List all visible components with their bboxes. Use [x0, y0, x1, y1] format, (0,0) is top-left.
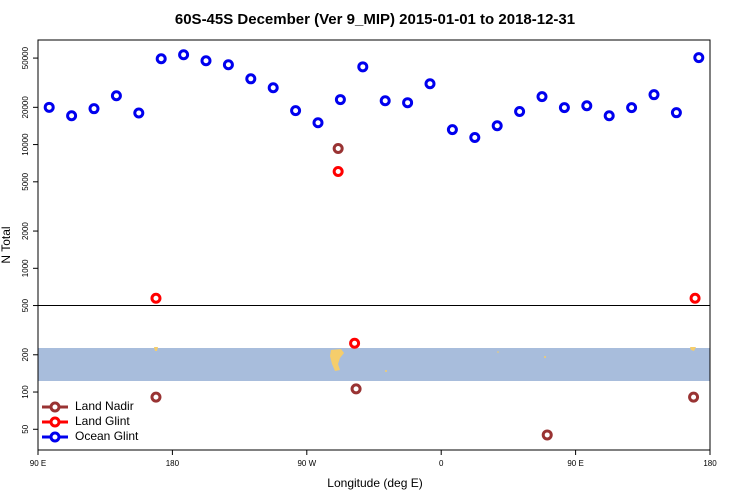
point	[469, 132, 481, 144]
point	[334, 94, 346, 106]
point	[290, 105, 302, 117]
x-tick-label: 90 E	[567, 459, 583, 468]
x-tick-label: 90 E	[30, 459, 46, 468]
point	[200, 55, 212, 67]
legend-label: Land Nadir	[75, 399, 134, 413]
y-tick-label: 50	[21, 424, 30, 433]
point	[688, 391, 700, 403]
x-axis-label: Longitude (deg E)	[327, 476, 422, 490]
y-tick-label: 50000	[21, 46, 30, 69]
chart-title: 60S-45S December (Ver 9_MIP) 2015-01-01 …	[175, 11, 575, 28]
y-tick-label: 100	[21, 385, 30, 399]
plot-frame	[37, 39, 711, 451]
point	[514, 106, 526, 118]
point	[133, 107, 145, 119]
x-tick-label: 180	[166, 459, 180, 468]
y-tick-label: 2000	[21, 222, 30, 240]
point	[689, 292, 701, 304]
point	[178, 49, 190, 61]
legend-marker	[49, 416, 61, 428]
y-tick-label: 5000	[21, 172, 30, 190]
point	[357, 61, 369, 73]
point	[43, 101, 55, 113]
point	[648, 89, 660, 101]
point	[350, 383, 362, 395]
x-tick-label: 180	[703, 459, 717, 468]
y-tick-label: 10000	[21, 133, 30, 156]
point	[110, 90, 122, 102]
point	[402, 97, 414, 109]
point	[222, 59, 234, 71]
point	[558, 102, 570, 114]
point	[603, 110, 615, 122]
point	[245, 73, 257, 85]
point	[693, 52, 705, 64]
point	[312, 117, 324, 129]
y-axis-label: N Total	[0, 226, 13, 263]
legend-label: Ocean Glint	[75, 429, 139, 443]
point	[626, 102, 638, 114]
point	[424, 78, 436, 90]
y-tick-label: 500	[21, 298, 30, 312]
legend-label: Land Glint	[75, 414, 130, 428]
point	[541, 429, 553, 441]
point	[379, 95, 391, 107]
point	[446, 124, 458, 136]
point	[155, 53, 167, 65]
point	[332, 165, 344, 177]
point	[581, 100, 593, 112]
map-strip	[38, 347, 710, 381]
point	[332, 143, 344, 155]
point	[491, 120, 503, 132]
point	[670, 107, 682, 119]
legend-marker	[49, 401, 61, 413]
legend-marker	[49, 431, 61, 443]
point	[88, 103, 100, 115]
point	[150, 391, 162, 403]
x-tick-label: 0	[439, 459, 444, 468]
y-tick-label: 20000	[21, 96, 30, 119]
point	[536, 91, 548, 103]
y-tick-label: 1000	[21, 259, 30, 277]
point	[66, 110, 78, 122]
y-tick-label: 200	[21, 348, 30, 362]
point	[150, 292, 162, 304]
point	[349, 337, 361, 349]
x-tick-label: 90 W	[297, 459, 316, 468]
point	[267, 82, 279, 94]
